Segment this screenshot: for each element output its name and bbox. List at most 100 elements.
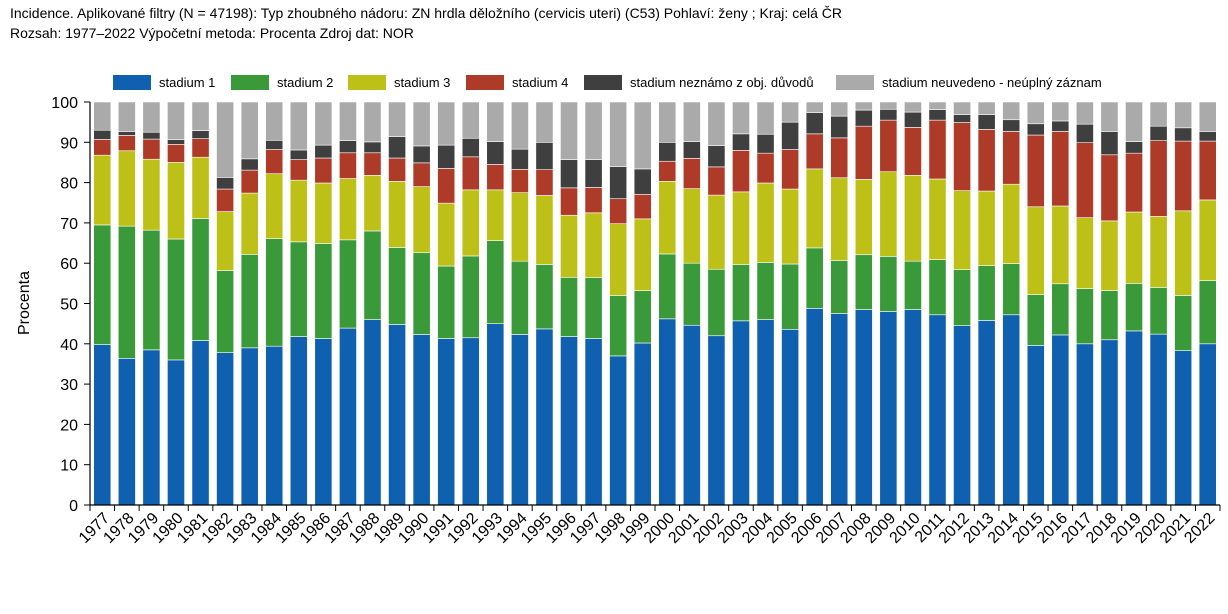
bar-stack-2006 [805, 101, 824, 506]
bar-segment [1198, 280, 1217, 345]
bar-segment [953, 325, 971, 506]
bar-segment [510, 101, 529, 150]
bar-segment [879, 311, 898, 506]
bar-segment [535, 328, 554, 506]
bar-segment [805, 101, 824, 113]
legend-swatch [231, 75, 269, 90]
bar-segment [904, 101, 922, 113]
bar-segment [928, 178, 947, 260]
bar-segment [854, 109, 873, 127]
bar-segment [93, 154, 112, 226]
bar-segment [1002, 119, 1021, 132]
legend-swatch [113, 75, 151, 90]
bar-segment [584, 159, 603, 188]
bar-segment [535, 264, 554, 330]
bar-segment [953, 101, 971, 115]
bar-segment [1198, 101, 1217, 132]
bar-segment [191, 101, 210, 131]
bar-segment [1075, 288, 1094, 345]
bar-segment [633, 290, 652, 344]
bar-segment [117, 131, 136, 136]
bar-segment [756, 133, 775, 154]
bar-segment [1125, 101, 1143, 142]
legend-item: stadium neznámo z obj. důvodů [584, 75, 814, 90]
bar-segment [854, 125, 873, 180]
bar-segment [1002, 314, 1021, 506]
bar-segment [781, 121, 800, 150]
bar-stack-2018 [1100, 101, 1119, 506]
bar-segment [412, 101, 431, 147]
bar-segment [707, 145, 726, 168]
bar-segment [339, 152, 357, 179]
bar-segment [633, 193, 652, 220]
bar-segment [756, 152, 775, 184]
bar-segment [117, 101, 136, 132]
bar-segment [584, 101, 603, 160]
bar-segment [1174, 210, 1193, 296]
bar-segment [314, 182, 333, 244]
bar-segment [879, 101, 898, 110]
bar-segment [707, 335, 726, 506]
bar-segment [1100, 339, 1119, 506]
bar-segment [977, 101, 996, 115]
bar-stack-1981 [191, 101, 210, 506]
bar-segment [830, 137, 849, 179]
bar-segment [437, 144, 456, 169]
bar-segment [1125, 152, 1143, 213]
bar-segment [339, 178, 357, 241]
y-tick-label: 90 [60, 135, 78, 152]
bar-segment [854, 179, 873, 256]
bar-segment [265, 173, 284, 239]
bar-segment [805, 112, 824, 135]
legend-item: stadium 4 [466, 75, 568, 90]
bar-segment [142, 349, 161, 506]
bar-segment [363, 101, 382, 143]
bar-stack-2013 [977, 101, 996, 506]
bar-stack-1980 [167, 101, 185, 506]
legend-swatch [836, 75, 874, 90]
bar-segment [1075, 142, 1094, 218]
bar-segment [904, 309, 922, 506]
bar-segment [265, 101, 284, 141]
bar-stack-2005 [781, 101, 800, 506]
legend-item: stadium 1 [113, 75, 215, 90]
bar-segment [216, 211, 235, 271]
bar-segment [1075, 123, 1094, 144]
bar-segment [1149, 333, 1168, 506]
legend-label: stadium neuvedeno - neúplný záznam [882, 75, 1102, 90]
bar-stack-1998 [609, 101, 628, 506]
bar-segment [510, 192, 529, 262]
bar-segment [781, 188, 800, 265]
bar-segment [1026, 206, 1045, 295]
bar-segment [732, 101, 750, 135]
bar-stack-2009 [879, 101, 898, 506]
bar-segment [289, 159, 308, 181]
bar-stack-2002 [707, 101, 726, 506]
bar-stack-2003 [732, 101, 750, 506]
bar-segment [1198, 343, 1217, 506]
bar-segment [1149, 125, 1168, 141]
bar-segment [609, 223, 628, 296]
bar-stack-2012 [953, 101, 971, 506]
bar-segment [216, 177, 235, 190]
bar-segment [953, 122, 971, 191]
bar-stack-1987 [339, 101, 357, 506]
bar-stack-2008 [854, 101, 873, 506]
bar-segment [928, 119, 947, 180]
bar-segment [584, 212, 603, 279]
filter-line-2: Rozsah: 1977–2022 Výpočetní metoda: Proc… [10, 25, 414, 41]
bar-segment [830, 260, 849, 314]
bar-segment [1002, 101, 1021, 121]
bar-segment [412, 162, 431, 187]
bar-stack-1999 [633, 101, 652, 506]
bar-segment [1051, 101, 1070, 122]
filter-header: Incidence. Aplikované filtry (N = 47198)… [10, 3, 842, 43]
bar-segment [977, 190, 996, 266]
bar-segment [191, 156, 210, 219]
bar-segment [93, 224, 112, 345]
legend-label: stadium 2 [277, 75, 333, 90]
bar-segment [1100, 220, 1119, 291]
legend-label: stadium 4 [512, 75, 568, 90]
bar-segment [388, 181, 406, 248]
bar-segment [854, 309, 873, 506]
